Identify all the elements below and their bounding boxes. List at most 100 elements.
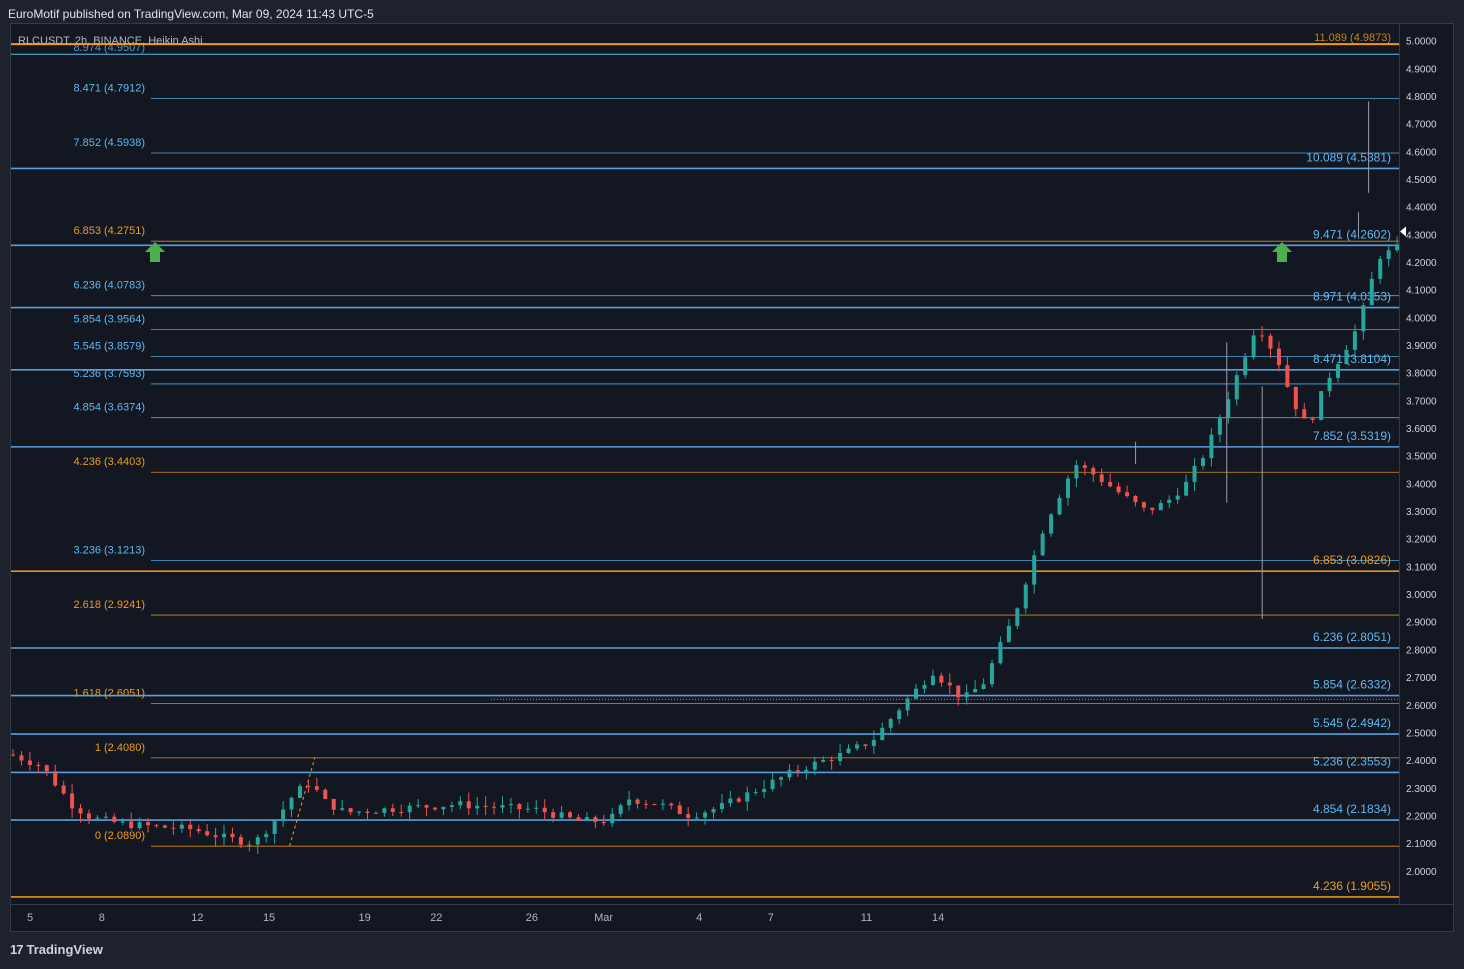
fib-label-right-9: 5.236 (2.3553) bbox=[1313, 754, 1391, 768]
candle-70-body bbox=[601, 821, 606, 824]
fib-label-right-10: 4.854 (2.1834) bbox=[1313, 802, 1391, 816]
candle-154-body bbox=[1310, 418, 1315, 421]
tradingview-brand-text: TradingView bbox=[26, 942, 103, 957]
fib-label-right-11: 4.236 (1.9055) bbox=[1313, 879, 1391, 893]
candle-47-body bbox=[407, 805, 412, 813]
candle-12-body bbox=[112, 816, 117, 822]
candle-158-body bbox=[1344, 349, 1349, 365]
price-tick-14: 3.6000 bbox=[1406, 424, 1437, 435]
price-tick-15: 3.5000 bbox=[1406, 452, 1437, 463]
candle-81-body bbox=[694, 817, 699, 819]
price-tick-17: 3.3000 bbox=[1406, 507, 1437, 518]
candle-3-body bbox=[36, 764, 41, 766]
candle-83-body bbox=[711, 809, 716, 813]
time-axis[interactable]: 5 8 12 15 19 22 26 Mar 4 7 11 14 bbox=[10, 905, 1454, 932]
candle-60-body bbox=[517, 804, 522, 810]
candle-15-body bbox=[137, 822, 142, 829]
candle-0-body bbox=[11, 754, 16, 756]
candle-14-body bbox=[129, 821, 134, 829]
candle-76-body bbox=[652, 804, 657, 806]
candle-61-body bbox=[525, 808, 530, 810]
candle-120-body bbox=[1023, 584, 1028, 609]
candle-134-body bbox=[1141, 502, 1146, 508]
candle-36-body bbox=[314, 786, 319, 790]
fib-label-right-3: 8.471 (3.8104) bbox=[1313, 352, 1391, 366]
time-tick-1: 8 bbox=[99, 912, 105, 924]
tradingview-logo[interactable]: 17 TradingView bbox=[10, 942, 103, 957]
time-tick-5: 22 bbox=[430, 912, 442, 924]
up-arrow-left-icon bbox=[145, 242, 165, 262]
fib-label-left-13: 0 (2.0890) bbox=[95, 830, 145, 842]
candlestick-chart[interactable]: 8.471 (4.7912) 7.852 (4.5938) 6.853 (4.275… bbox=[11, 24, 1399, 904]
candle-122-body bbox=[1040, 533, 1045, 556]
candle-65-body bbox=[559, 812, 564, 818]
candle-79-body bbox=[677, 805, 682, 815]
candle-148-body bbox=[1260, 335, 1265, 337]
fib-label-left-5: 5.545 (3.8579) bbox=[73, 341, 145, 353]
candle-162-body bbox=[1378, 258, 1383, 279]
fib-label-left-12: 1 (2.4080) bbox=[95, 742, 145, 754]
candle-11-body bbox=[103, 816, 108, 818]
candle-147-body bbox=[1251, 335, 1256, 358]
candle-46-body bbox=[399, 811, 404, 813]
candle-152-body bbox=[1293, 386, 1298, 410]
price-tick-3: 4.7000 bbox=[1406, 120, 1437, 131]
candle-90-body bbox=[770, 779, 775, 789]
candle-74-body bbox=[635, 799, 640, 804]
candle-57-body bbox=[492, 806, 497, 808]
chart-pane[interactable]: 8.471 (4.7912) 7.852 (4.5938) 6.853 (4.275… bbox=[10, 23, 1400, 905]
candle-129-body bbox=[1099, 474, 1104, 482]
candle-119-body bbox=[1015, 608, 1020, 626]
candle-149-body bbox=[1268, 335, 1273, 349]
candle-161-body bbox=[1369, 278, 1374, 306]
price-tick-6: 4.4000 bbox=[1406, 203, 1437, 214]
candle-45-body bbox=[390, 808, 395, 812]
last-price-marker-icon bbox=[1400, 226, 1406, 237]
candle-73-body bbox=[627, 799, 632, 806]
candle-52-body bbox=[449, 805, 454, 807]
candle-86-body bbox=[736, 798, 741, 802]
candle-163-body bbox=[1386, 250, 1391, 259]
candle-113-body bbox=[964, 692, 969, 698]
candle-118-body bbox=[1006, 625, 1011, 643]
candle-41-body bbox=[357, 811, 362, 813]
candle-92-body bbox=[787, 770, 792, 778]
candle-43-body bbox=[373, 812, 378, 814]
price-tick-4: 4.6000 bbox=[1406, 147, 1437, 158]
candle-123-body bbox=[1049, 514, 1054, 534]
candle-130-body bbox=[1108, 481, 1113, 487]
candle-99-body bbox=[846, 748, 851, 754]
candle-54-body bbox=[466, 801, 471, 809]
fib-label-left-9: 3.236 (3.1213) bbox=[73, 544, 145, 556]
fib-label-left-6: 5.236 (3.7593) bbox=[73, 368, 145, 380]
candle-84-body bbox=[719, 803, 724, 810]
candle-104-body bbox=[888, 719, 893, 728]
candle-126-body bbox=[1074, 465, 1079, 479]
candle-6-body bbox=[61, 785, 66, 794]
candle-10-body bbox=[95, 817, 100, 819]
time-tick-4: 19 bbox=[359, 912, 371, 924]
candle-69-body bbox=[593, 817, 598, 822]
price-tick-18: 3.2000 bbox=[1406, 535, 1437, 546]
candle-124-body bbox=[1057, 497, 1062, 515]
candle-95-body bbox=[812, 761, 817, 770]
candle-67-body bbox=[576, 817, 581, 821]
price-tick-24: 2.6000 bbox=[1406, 701, 1437, 712]
candle-105-body bbox=[897, 710, 902, 720]
candle-111-body bbox=[947, 682, 952, 686]
symbol-legend[interactable]: RLCUSDT, 2h, BINANCE, Heikin Ashi bbox=[18, 35, 203, 47]
price-tick-16: 3.4000 bbox=[1406, 479, 1437, 490]
candle-59-body bbox=[508, 804, 513, 806]
candle-159-body bbox=[1352, 331, 1357, 350]
candle-25-body bbox=[222, 833, 227, 838]
fib-label-left-8: 4.236 (3.4403) bbox=[73, 456, 145, 468]
candle-37-body bbox=[323, 789, 328, 799]
fib-label-right-8: 5.545 (2.4942) bbox=[1313, 716, 1391, 730]
tradingview-logo-icon: 17 bbox=[10, 942, 24, 957]
price-axis[interactable]: 5.0000 4.9000 4.8000 4.7000 4.6000 4.5000 4.40… bbox=[1400, 23, 1454, 905]
candle-24-body bbox=[213, 835, 218, 838]
candle-62-body bbox=[534, 807, 539, 809]
candle-78-body bbox=[669, 803, 674, 806]
price-tick-13: 3.7000 bbox=[1406, 396, 1437, 407]
candle-112-body bbox=[956, 685, 961, 698]
